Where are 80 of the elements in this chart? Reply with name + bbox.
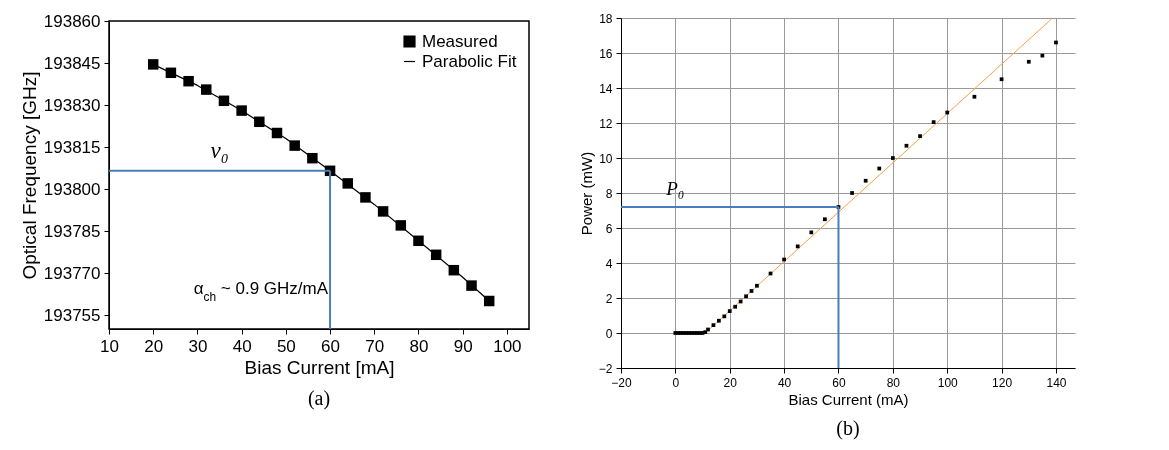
y-tick-label: 193770 bbox=[43, 263, 101, 283]
ref-line-label: α$_{ch}$ ~ 0.9 GHz/mA bbox=[193, 278, 329, 304]
point bbox=[1026, 59, 1031, 64]
point bbox=[823, 217, 827, 222]
point bbox=[236, 105, 247, 116]
x-tick-label: 100 bbox=[493, 336, 522, 356]
y-tick-label: 12 bbox=[599, 116, 613, 131]
point bbox=[254, 116, 265, 128]
point bbox=[727, 309, 732, 313]
y-tick-label: 14 bbox=[599, 81, 613, 96]
point bbox=[717, 318, 721, 323]
x-tick-label: 90 bbox=[453, 336, 473, 356]
point bbox=[890, 156, 895, 160]
x-tick-label: 40 bbox=[232, 336, 252, 356]
x-tick-label: 70 bbox=[365, 336, 385, 356]
point bbox=[165, 67, 177, 79]
point bbox=[448, 264, 460, 276]
point bbox=[395, 220, 407, 231]
point bbox=[289, 140, 300, 151]
point bbox=[271, 127, 283, 139]
x-axis-title: Bias Current (mA) bbox=[788, 390, 909, 408]
point bbox=[755, 283, 759, 288]
point bbox=[931, 120, 936, 124]
y-tick-label: 16 bbox=[599, 46, 613, 61]
y-tick-label: 193815 bbox=[43, 137, 101, 157]
y-tick-label: 2 bbox=[605, 291, 613, 306]
point bbox=[850, 191, 854, 195]
x-axis-title: Bias Current [mA] bbox=[244, 356, 395, 378]
point bbox=[863, 178, 868, 183]
y-tick-label: 0 bbox=[605, 326, 613, 341]
point bbox=[360, 192, 371, 203]
y-tick-label: 10 bbox=[599, 151, 613, 166]
point bbox=[744, 294, 748, 299]
x-tick-label: 10 bbox=[100, 336, 119, 356]
y-tick-label: 8 bbox=[605, 186, 613, 201]
x-tick-label: 0 bbox=[672, 375, 680, 390]
y-tick-label: −2 bbox=[598, 361, 613, 376]
point bbox=[466, 280, 477, 291]
point bbox=[430, 249, 442, 261]
legend-label: Measured bbox=[422, 31, 498, 51]
y-tick-label: 193830 bbox=[43, 95, 101, 115]
legend-label: Parabolic Fit bbox=[422, 51, 517, 71]
point bbox=[483, 295, 495, 307]
x-tick-label: 140 bbox=[1046, 375, 1067, 390]
point bbox=[201, 84, 212, 95]
x-tick-label: 100 bbox=[937, 375, 959, 390]
x-tick-label: 80 bbox=[409, 336, 429, 356]
point bbox=[307, 152, 318, 164]
point bbox=[413, 235, 424, 247]
y-axis-title: Power (mW) bbox=[577, 151, 595, 236]
y-tick-label: 6 bbox=[605, 221, 613, 236]
point bbox=[147, 59, 159, 70]
x-tick-label: 60 bbox=[321, 336, 341, 356]
x-tick-label: 20 bbox=[144, 336, 164, 356]
y-tick-label: 193785 bbox=[43, 221, 101, 241]
y-tick-label: 193845 bbox=[43, 53, 101, 73]
y-tick-label: 193755 bbox=[43, 305, 101, 325]
x-tick-label: 30 bbox=[188, 336, 208, 356]
x-tick-label: −20 bbox=[611, 375, 632, 390]
point bbox=[733, 304, 738, 309]
ref-line-label: P₀ bbox=[665, 178, 685, 199]
x-tick-label: 120 bbox=[992, 375, 1013, 390]
point bbox=[377, 206, 389, 217]
point bbox=[918, 134, 922, 138]
x-tick-label: 60 bbox=[832, 375, 846, 390]
ref-line-label: v₀ bbox=[210, 137, 229, 163]
x-tick-label: 80 bbox=[886, 375, 901, 390]
y-axis-title: Optical Frequency [GHz] bbox=[18, 71, 40, 280]
point bbox=[183, 75, 194, 87]
y-tick-label: 18 bbox=[599, 11, 613, 26]
x-tick-label: 20 bbox=[723, 375, 738, 390]
y-tick-label: 193800 bbox=[43, 179, 101, 199]
y-tick-label: 193860 bbox=[43, 11, 101, 31]
point bbox=[342, 178, 353, 189]
y-tick-label: 4 bbox=[605, 256, 613, 271]
text: (b) bbox=[836, 417, 860, 440]
point bbox=[218, 95, 230, 107]
text: (a) bbox=[307, 387, 331, 410]
x-tick-label: 50 bbox=[276, 336, 296, 356]
x-tick-label: 40 bbox=[777, 375, 792, 390]
